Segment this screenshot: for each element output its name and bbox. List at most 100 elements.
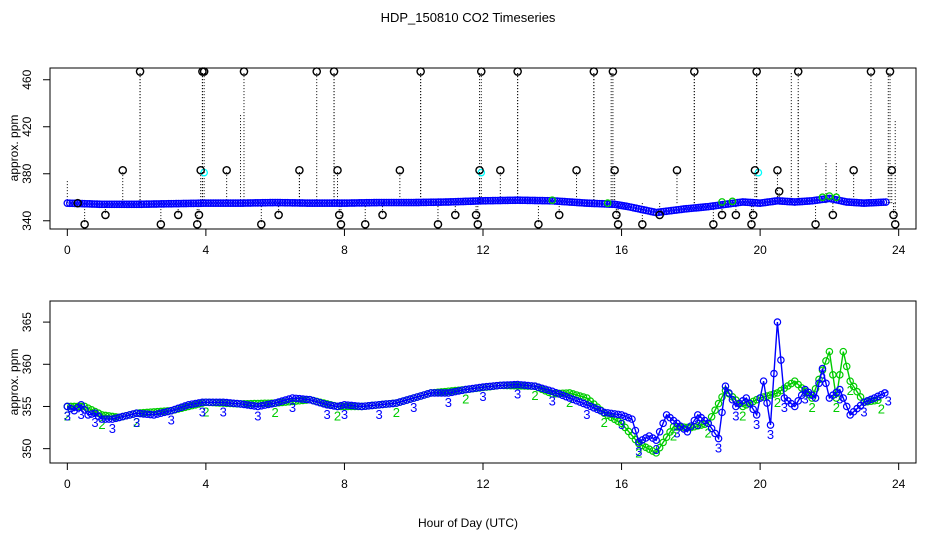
top-data-point bbox=[481, 196, 490, 205]
bottom-series-3-point bbox=[184, 400, 193, 409]
top-data-point bbox=[788, 197, 797, 206]
top-data-point bbox=[521, 196, 529, 205]
top-data-point bbox=[169, 199, 178, 208]
bottom-series-2-point bbox=[659, 438, 667, 447]
top-data-point bbox=[293, 199, 302, 207]
bottom-series-3-point bbox=[545, 386, 553, 395]
bottom-series-3-point bbox=[396, 398, 404, 406]
top-data-point bbox=[63, 199, 72, 207]
top-flag-point bbox=[534, 219, 543, 229]
bottom-series-3-point bbox=[174, 404, 182, 413]
top-x-tick-label: 12 bbox=[476, 243, 490, 257]
top-flag-point bbox=[612, 210, 621, 220]
bottom-series-3-point bbox=[590, 404, 598, 412]
top-data-point bbox=[454, 197, 463, 206]
top-data-point bbox=[348, 199, 356, 207]
bottom-series-3-marker-label: 3 bbox=[767, 427, 774, 442]
top-flag-point bbox=[731, 210, 741, 220]
bottom-y-axis: 350 355 360 365 bbox=[20, 312, 50, 459]
top-data-point bbox=[536, 196, 544, 205]
bottom-series-3-point bbox=[725, 389, 733, 397]
bottom-series-3-point bbox=[835, 385, 844, 394]
top-data-point bbox=[743, 198, 752, 207]
top-flag-point bbox=[471, 210, 481, 220]
top-y-tick-label: 380 bbox=[20, 163, 34, 183]
top-data-point bbox=[301, 199, 309, 207]
bottom-series-3-point bbox=[555, 390, 564, 398]
top-flag-point bbox=[199, 67, 209, 76]
top-data-point bbox=[496, 196, 505, 205]
top-data-point bbox=[211, 199, 220, 207]
top-data-point bbox=[157, 200, 166, 208]
top-data-point bbox=[179, 199, 188, 208]
bottom-series-3-point bbox=[759, 377, 768, 385]
bottom-x-tick-label: 8 bbox=[341, 477, 348, 491]
top-data-point bbox=[219, 199, 228, 207]
bottom-series-2-point bbox=[811, 384, 820, 393]
top-flag-point bbox=[655, 210, 664, 220]
bottom-series-2-marker-label: 2 bbox=[272, 405, 279, 420]
bottom-series-3-point bbox=[690, 416, 699, 425]
top-data-point bbox=[600, 200, 609, 208]
top-data-point bbox=[209, 199, 218, 207]
top-data-point bbox=[202, 199, 210, 207]
top-data-point bbox=[489, 196, 497, 205]
top-data-point bbox=[350, 199, 359, 207]
bottom-series-3-point bbox=[254, 402, 262, 411]
top-flag-point bbox=[638, 219, 647, 229]
bottom-series-3-point bbox=[707, 424, 716, 433]
bottom-series-2-marker-label: 2 bbox=[601, 415, 608, 430]
top-data-point bbox=[565, 198, 574, 206]
top-data-point bbox=[399, 198, 408, 207]
top-data-point bbox=[229, 199, 237, 207]
top-data-point bbox=[231, 199, 240, 207]
bottom-series-3-point bbox=[181, 402, 189, 410]
bottom-series-3-point bbox=[475, 383, 484, 392]
top-data-point bbox=[869, 198, 878, 207]
top-data-point bbox=[140, 200, 148, 209]
top-data-point bbox=[303, 199, 312, 207]
top-data-point bbox=[226, 199, 235, 207]
top-x-tick-label: 8 bbox=[341, 243, 348, 257]
bottom-series-3-point bbox=[687, 422, 695, 430]
top-flag-point bbox=[866, 67, 876, 76]
top-data-point bbox=[850, 198, 858, 207]
top-x-tick-label: 4 bbox=[203, 243, 210, 257]
bottom-series-3-point bbox=[170, 405, 179, 414]
top-data-point bbox=[117, 200, 126, 209]
top-data-point bbox=[167, 199, 176, 208]
bottom-series-3-marker-label: 3 bbox=[653, 442, 660, 457]
top-flag-point bbox=[360, 219, 370, 229]
bottom-series-3-point bbox=[534, 383, 543, 392]
top-data-point bbox=[189, 199, 198, 208]
bottom-series-3-point bbox=[177, 403, 186, 411]
bottom-series-3-point bbox=[628, 415, 636, 423]
bottom-series-3-point bbox=[112, 414, 120, 423]
bottom-series-3-marker-label: 3 bbox=[514, 387, 521, 402]
top-flag-point bbox=[239, 67, 249, 76]
top-data-point bbox=[192, 199, 200, 208]
bottom-series-3-point bbox=[153, 410, 162, 418]
top-flag-point bbox=[295, 165, 304, 175]
bottom-series-3-point bbox=[572, 396, 581, 405]
bottom-series-3-point bbox=[389, 399, 397, 408]
top-data-point bbox=[437, 198, 445, 206]
bottom-series-2-point bbox=[849, 382, 858, 391]
bottom-series-3-point bbox=[278, 397, 286, 405]
top-data-point bbox=[429, 198, 438, 207]
bottom-series-3-point bbox=[157, 409, 165, 418]
bottom-series-3-point bbox=[714, 434, 723, 443]
top-data-point bbox=[370, 198, 378, 207]
top-data-point bbox=[773, 196, 782, 205]
bottom-series-3-point bbox=[631, 426, 640, 435]
bottom-series-2-marker-label: 2 bbox=[202, 404, 209, 419]
bottom-series-3-point bbox=[531, 382, 539, 391]
bottom-series-3-point bbox=[569, 395, 577, 404]
top-secondary-point bbox=[818, 193, 827, 202]
top-data-point bbox=[498, 196, 507, 205]
top-data-point bbox=[367, 198, 376, 207]
top-data-point bbox=[145, 200, 153, 208]
top-data-point bbox=[152, 200, 161, 208]
top-data-point bbox=[204, 199, 213, 207]
top-data-point bbox=[446, 198, 455, 206]
